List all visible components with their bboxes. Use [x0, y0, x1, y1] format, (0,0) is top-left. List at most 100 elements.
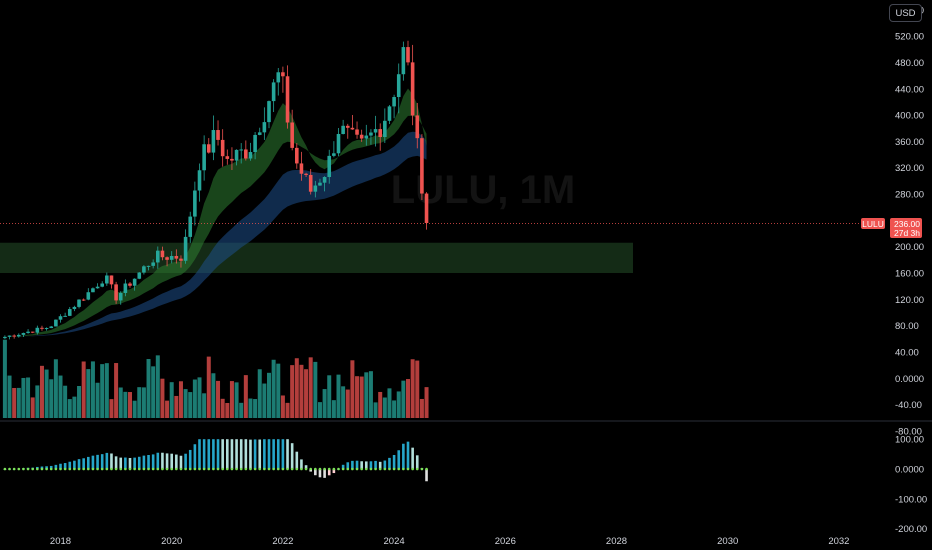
- candle-body: [304, 173, 308, 175]
- oscillator-dot: [378, 467, 382, 471]
- oscillator-dot: [337, 467, 340, 471]
- volume-bar: [341, 386, 346, 418]
- oscillator-bar: [114, 456, 118, 469]
- candle-body: [396, 74, 401, 98]
- oscillator-dot: [332, 467, 336, 471]
- oscillator-bar: [318, 469, 322, 478]
- volume-bar: [100, 364, 105, 418]
- volume-bar: [368, 371, 373, 418]
- oscillator-bar: [425, 469, 428, 482]
- volume-bar: [30, 397, 35, 418]
- candle-body: [12, 335, 16, 337]
- oscillator-dot: [54, 467, 58, 471]
- candle-body: [248, 152, 253, 159]
- candle-body: [54, 319, 58, 327]
- oscillator-dot: [314, 467, 317, 471]
- oscillator-bar: [100, 454, 104, 469]
- candle-body: [415, 115, 420, 139]
- oscillator-bar: [281, 439, 285, 469]
- y-tick-label: 400.00: [895, 111, 924, 122]
- candle-body: [355, 129, 359, 135]
- candle-body: [132, 278, 137, 286]
- volume-bar: [178, 381, 183, 418]
- oscillator-dot: [300, 467, 303, 471]
- oscillator-bar: [193, 444, 197, 469]
- candle-body: [91, 288, 95, 293]
- chart-watermark: LULU, 1M: [391, 168, 575, 212]
- candle-body: [406, 47, 410, 63]
- oscillator-dot: [258, 467, 262, 471]
- volume-bar: [294, 358, 299, 418]
- y-tick-label: 320.00: [895, 163, 924, 174]
- volume-bar: [248, 398, 253, 418]
- volume-bar: [415, 360, 420, 418]
- candle-body: [345, 125, 350, 128]
- oscillator-dot: [96, 467, 99, 471]
- candle-body: [373, 129, 378, 133]
- volume-bar: [387, 388, 392, 418]
- candle-body: [262, 122, 267, 133]
- oscillator-bar: [374, 460, 377, 469]
- volume-bar: [220, 398, 225, 418]
- candle-body: [77, 299, 81, 307]
- oscillator-bar: [77, 459, 81, 469]
- y-tick-label: -40.00: [895, 400, 922, 411]
- oscillator-bar: [258, 439, 262, 469]
- oscillator-bar: [87, 456, 90, 469]
- oscillator-bar: [207, 439, 211, 469]
- candle-body: [318, 182, 322, 186]
- oscillator-bar: [346, 462, 350, 469]
- volume-bar: [373, 402, 378, 418]
- y-tick-label: 360.00: [895, 137, 924, 148]
- candle-body: [424, 193, 429, 223]
- volume-bar: [174, 395, 179, 418]
- price-tag-value: 236.00: [894, 219, 920, 229]
- candle-body: [193, 190, 197, 217]
- candle-body: [21, 332, 26, 335]
- x-tick-label: 2030: [717, 536, 738, 547]
- oscillator-dot: [374, 467, 377, 471]
- volume-bar: [21, 377, 26, 418]
- candle-body: [3, 336, 7, 339]
- volume-bar: [160, 378, 165, 418]
- oscillator-dot: [137, 467, 141, 471]
- candle-body: [387, 106, 392, 121]
- y-tick-label: 160.00: [895, 269, 924, 280]
- candle-body: [401, 47, 406, 75]
- oscillator-dot: [304, 467, 308, 471]
- oscillator-bar: [63, 463, 67, 469]
- oscillator-bar: [244, 439, 248, 469]
- oscillator-bar: [165, 453, 169, 469]
- oscillator-bar: [295, 451, 299, 469]
- volume-bar: [72, 396, 77, 418]
- volume-bar: [336, 374, 341, 418]
- oscillator-dot: [63, 467, 67, 471]
- candle-body: [58, 316, 63, 320]
- oscillator-dot: [128, 467, 132, 471]
- candle-body: [420, 138, 424, 194]
- oscillator-dot: [355, 467, 359, 471]
- volume-bar: [81, 361, 86, 418]
- volume-bar: [304, 369, 309, 418]
- volume-bar: [58, 375, 63, 418]
- x-tick-label: 2020: [161, 536, 182, 547]
- volume-bar: [280, 395, 285, 418]
- candle-body: [257, 132, 262, 135]
- oscillator-bar: [249, 439, 252, 469]
- currency-button[interactable]: USD: [889, 4, 922, 22]
- candle-body: [364, 135, 369, 139]
- oscillator-dot: [216, 467, 220, 471]
- candle-body: [234, 149, 239, 161]
- candle-body: [86, 292, 91, 300]
- oscillator-dot: [73, 467, 76, 471]
- x-tick-label: 2022: [272, 536, 293, 547]
- oscillator-bar: [198, 439, 201, 469]
- oscillator-bar: [82, 458, 85, 469]
- volume-bar: [104, 363, 109, 418]
- oscillator-bar: [341, 464, 345, 469]
- oscillator-dot: [161, 467, 164, 471]
- oscillator-dot: [383, 467, 387, 471]
- volume-bar: [211, 373, 216, 418]
- oscillator-dot: [198, 467, 201, 471]
